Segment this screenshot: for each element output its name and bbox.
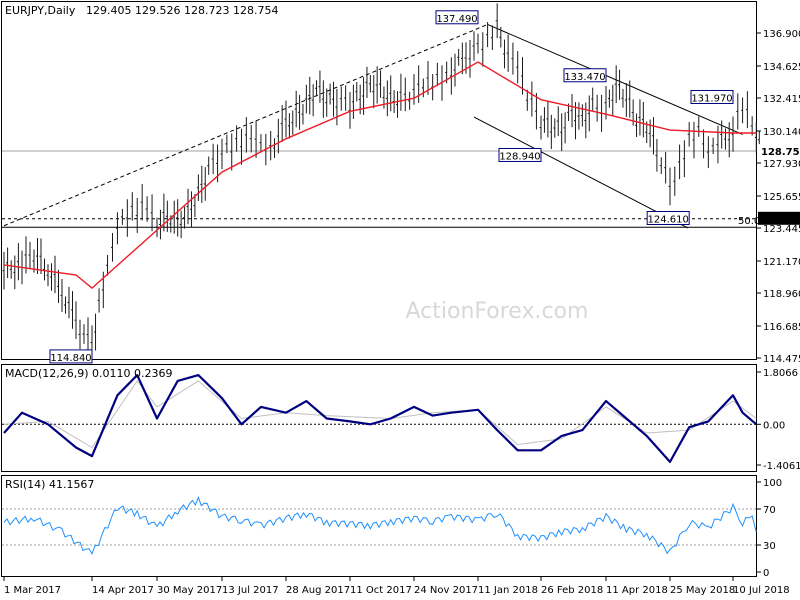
annotation-box xyxy=(435,10,479,25)
time-tick-label: 28 Aug 2017 xyxy=(286,585,350,596)
annotation-label: 114.840 xyxy=(50,353,91,364)
rsi-tick-label: 0 xyxy=(763,568,769,579)
channel-upper-line xyxy=(487,23,743,135)
macd-signal-line xyxy=(3,380,757,449)
time-tick-label: 25 May 2018 xyxy=(670,585,735,596)
price-annotations: 137.490 133.470 131.970 128.940 124.610 114.8… xyxy=(49,10,734,364)
moving-average-line xyxy=(3,61,757,290)
annotation-label: 128.940 xyxy=(499,151,540,162)
uptrend-line xyxy=(3,23,488,227)
rsi-panel: 100 70 30 0 xyxy=(2,478,782,579)
time-tick-label: 11 Jan 2018 xyxy=(478,585,538,596)
price-axis: 136.900 134.625 132.415 130.140 127.930 125.6… xyxy=(757,29,800,365)
moving-average xyxy=(3,61,757,290)
channel-lower-line xyxy=(473,116,689,229)
price-header-symbol: EURJPY,Daily xyxy=(5,4,76,17)
price-tick-label: 121.170 xyxy=(763,257,800,268)
price-tick-label: 118.960 xyxy=(763,289,800,300)
annotation-box xyxy=(690,89,734,104)
annotation-box xyxy=(49,349,93,364)
rsi-panel-frame xyxy=(1,475,757,577)
macd-panel: 1.8066 0.00 -1.4061 xyxy=(2,368,800,472)
annotation-box xyxy=(498,147,542,162)
price-grid: 50.0 xyxy=(2,150,760,228)
price-tick-label: 127.930 xyxy=(763,159,800,170)
watermark: ActionForex.com xyxy=(406,299,589,324)
price-bars xyxy=(2,3,760,360)
rsi-header: RSI(14) 41.1567 xyxy=(5,478,94,491)
time-axis: 1 Mar 2017 14 Apr 2017 30 May 2017 13 Jul 2… xyxy=(3,577,790,596)
price-tick-label: 134.625 xyxy=(763,62,800,73)
macd-tick-label: -1.4061 xyxy=(763,461,800,472)
price-tick-label: 114.475 xyxy=(763,354,800,365)
price-panel-frame xyxy=(1,1,757,360)
trend-lines xyxy=(3,23,743,229)
macd-tick-label: 1.8066 xyxy=(763,368,798,379)
price-tick-label: 116.685 xyxy=(763,322,800,333)
rsi-line xyxy=(3,495,757,555)
annotation-box xyxy=(563,68,607,83)
annotation-label: 124.610 xyxy=(647,215,688,226)
rsi-tick-label: 30 xyxy=(763,541,776,552)
price-tick-label: 132.415 xyxy=(763,94,800,105)
price-tick-label: 136.900 xyxy=(763,29,800,40)
level-price-tag: 124.080 xyxy=(761,215,800,226)
macd-tick-label: 0.00 xyxy=(763,420,785,431)
annotation-label: 131.970 xyxy=(691,93,732,104)
current-price-tag: 128.754 xyxy=(761,147,800,158)
time-tick-label: 11 Oct 2017 xyxy=(350,585,412,596)
time-tick-label: 11 Apr 2018 xyxy=(606,585,668,596)
time-tick-label: 14 Apr 2017 xyxy=(92,585,154,596)
price-tick-label: 125.655 xyxy=(763,192,800,203)
time-tick-label: 10 Jul 2018 xyxy=(733,585,790,596)
time-tick-label: 13 Jul 2017 xyxy=(222,585,279,596)
time-tick-label: 30 May 2017 xyxy=(157,585,222,596)
macd-panel-frame xyxy=(1,364,757,472)
time-tick-label: 1 Mar 2017 xyxy=(4,585,61,596)
time-tick-label: 24 Nov 2017 xyxy=(414,585,478,596)
macd-header: MACD(12,26,9) 0.0110 0.2369 xyxy=(5,367,173,380)
annotation-label: 137.490 xyxy=(436,14,477,25)
price-tick-label: 123.445 xyxy=(763,224,800,235)
rsi-tick-label: 100 xyxy=(763,478,782,489)
current-price-tag-bg xyxy=(758,144,800,158)
price-header-ohlc: 129.405 129.526 128.723 128.754 xyxy=(86,4,278,17)
rsi-tick-label: 70 xyxy=(763,505,776,516)
price-tick-label: 130.140 xyxy=(763,127,800,138)
level-price-tag-bg xyxy=(758,211,800,225)
fib-50-label: 50.0 xyxy=(738,216,760,227)
macd-line xyxy=(3,374,758,463)
time-tick-label: 26 Feb 2018 xyxy=(541,585,603,596)
annotation-box xyxy=(646,211,690,226)
annotation-label: 133.470 xyxy=(564,72,605,83)
